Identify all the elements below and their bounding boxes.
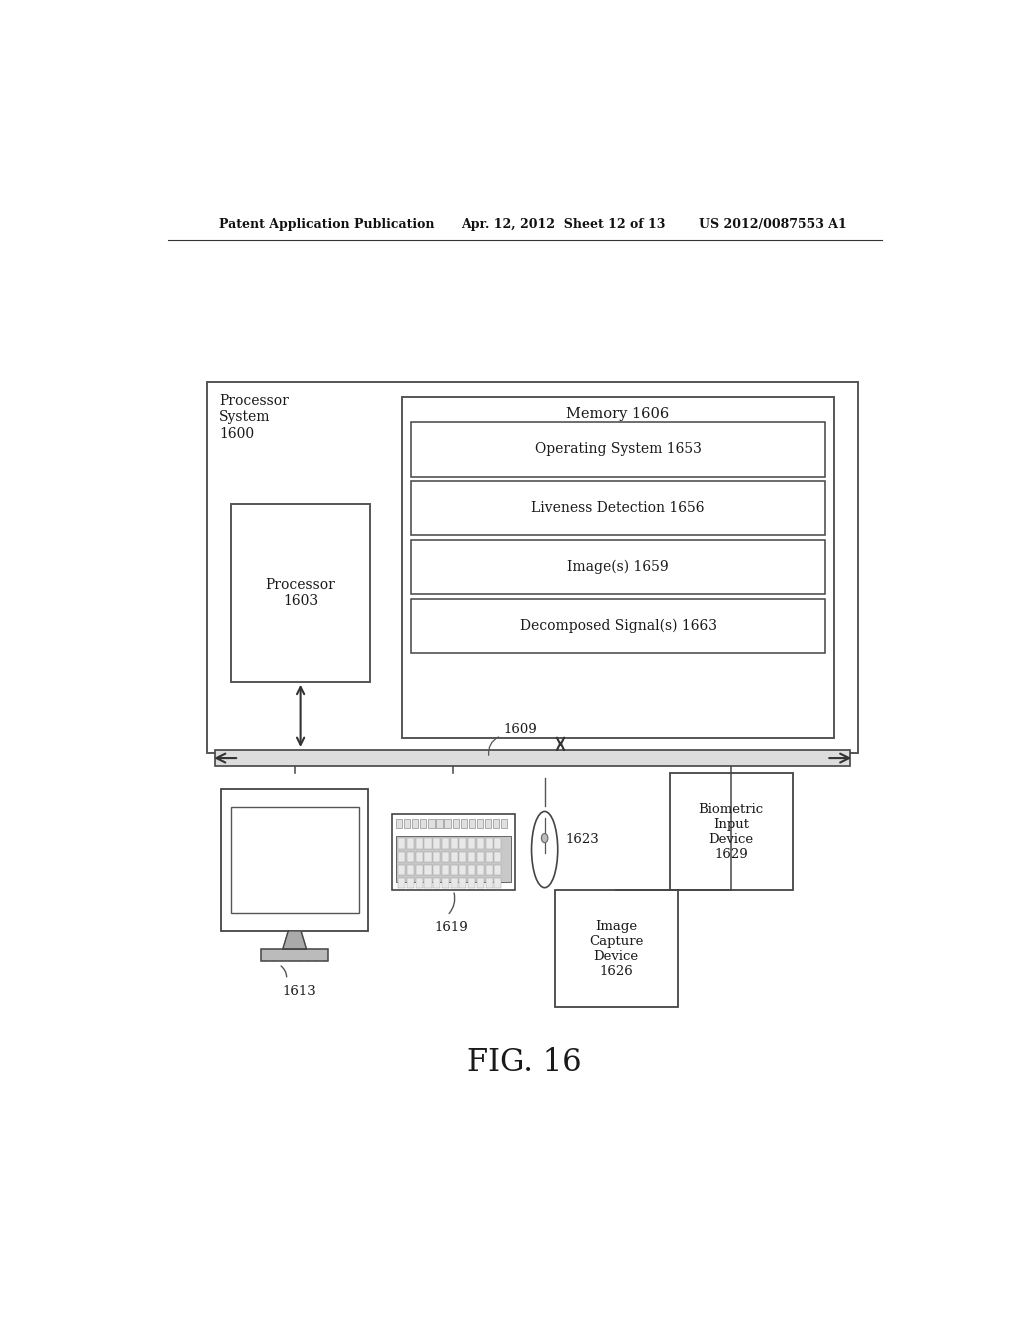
Bar (442, 865, 449, 875)
Bar (398, 878, 406, 888)
Bar (485, 865, 493, 875)
Bar (555, 890, 678, 1007)
Bar (207, 381, 858, 752)
Bar (477, 878, 484, 888)
Bar (670, 774, 793, 890)
Bar (468, 878, 475, 888)
Bar (433, 838, 440, 849)
Bar (424, 838, 431, 849)
Bar (436, 818, 442, 828)
Bar (424, 851, 431, 862)
Bar (396, 837, 511, 882)
Bar (453, 818, 459, 828)
Text: Memory 1606: Memory 1606 (566, 408, 670, 421)
Bar (433, 851, 440, 862)
Bar (477, 818, 483, 828)
Bar (416, 878, 423, 888)
Text: Processor
System
1600: Processor System 1600 (219, 395, 289, 441)
Bar (451, 878, 458, 888)
Bar (461, 818, 467, 828)
Polygon shape (283, 931, 306, 949)
Text: FIG. 16: FIG. 16 (468, 1048, 582, 1078)
Bar (428, 818, 434, 828)
Bar (468, 838, 475, 849)
Bar (433, 878, 440, 888)
Bar (392, 814, 515, 890)
Bar (407, 878, 414, 888)
Bar (477, 851, 484, 862)
Bar (460, 838, 467, 849)
Bar (407, 838, 414, 849)
Bar (215, 750, 850, 766)
Text: Biometric
Input
Device
1629: Biometric Input Device 1629 (698, 803, 764, 861)
Text: US 2012/0087553 A1: US 2012/0087553 A1 (699, 218, 847, 231)
Text: 1609: 1609 (504, 723, 538, 735)
Text: Operating System 1653: Operating System 1653 (535, 442, 701, 457)
Text: Liveness Detection 1656: Liveness Detection 1656 (531, 502, 705, 515)
Bar (442, 838, 449, 849)
Bar (401, 397, 835, 738)
Bar (485, 818, 492, 828)
Text: Image(s) 1659: Image(s) 1659 (567, 560, 669, 574)
Text: Decomposed Signal(s) 1663: Decomposed Signal(s) 1663 (519, 619, 717, 634)
Text: Image
Capture
Device
1626: Image Capture Device 1626 (589, 920, 643, 978)
Text: Patent Application Publication: Patent Application Publication (219, 218, 435, 231)
Text: Apr. 12, 2012  Sheet 12 of 13: Apr. 12, 2012 Sheet 12 of 13 (461, 218, 666, 231)
Bar (230, 807, 358, 912)
Bar (396, 818, 402, 828)
Bar (485, 878, 493, 888)
Bar (468, 865, 475, 875)
Bar (460, 851, 467, 862)
Bar (451, 851, 458, 862)
Bar (460, 878, 467, 888)
Bar (451, 838, 458, 849)
Bar (231, 504, 370, 682)
Bar (412, 480, 824, 536)
Bar (495, 878, 502, 888)
Bar (493, 818, 500, 828)
Bar (451, 865, 458, 875)
Bar (469, 818, 475, 828)
Text: 1623: 1623 (565, 833, 599, 846)
Bar (501, 818, 508, 828)
Text: 1619: 1619 (435, 921, 469, 933)
Bar (495, 838, 502, 849)
Bar (485, 838, 493, 849)
Bar (468, 851, 475, 862)
Bar (477, 865, 484, 875)
Bar (398, 851, 406, 862)
Bar (442, 851, 449, 862)
Bar (407, 865, 414, 875)
Bar (442, 878, 449, 888)
Bar (416, 838, 423, 849)
Bar (221, 788, 368, 931)
Text: 1613: 1613 (283, 985, 316, 998)
Bar (485, 851, 493, 862)
Bar (403, 818, 411, 828)
Bar (412, 598, 824, 653)
Bar (412, 540, 824, 594)
Bar (477, 838, 484, 849)
Bar (495, 851, 502, 862)
Bar (407, 851, 414, 862)
Bar (416, 865, 423, 875)
Bar (420, 818, 426, 828)
Bar (460, 865, 467, 875)
Bar (424, 878, 431, 888)
Bar (495, 865, 502, 875)
Bar (412, 818, 419, 828)
Bar (444, 818, 451, 828)
Bar (416, 851, 423, 862)
Bar (433, 865, 440, 875)
Bar (261, 949, 329, 961)
Bar (398, 865, 406, 875)
Bar (412, 421, 824, 477)
Text: Processor
1603: Processor 1603 (265, 578, 336, 609)
Bar (398, 838, 406, 849)
Bar (424, 865, 431, 875)
Ellipse shape (542, 833, 548, 842)
